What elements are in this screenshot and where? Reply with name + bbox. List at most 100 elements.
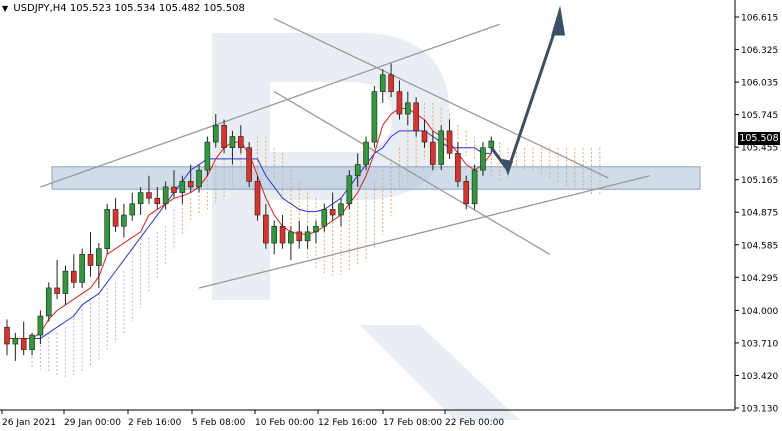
candle xyxy=(304,226,311,249)
x-tick-label: 17 Feb 08:00 xyxy=(383,418,442,428)
candle xyxy=(162,181,169,210)
candle xyxy=(279,215,286,249)
candle-body xyxy=(238,136,244,149)
candle xyxy=(221,119,227,154)
candle-body xyxy=(162,186,169,205)
y-tick-label: 105.745 xyxy=(741,111,778,121)
candle-body xyxy=(329,209,336,216)
candles xyxy=(4,63,495,361)
candle xyxy=(146,175,152,204)
candle-body xyxy=(471,169,478,205)
candle-body xyxy=(304,231,311,242)
ohlc-open: 105.523 xyxy=(69,3,112,14)
candle xyxy=(137,186,144,216)
candle xyxy=(54,259,60,300)
chart-header: ▼ USDJPY,H4 105.523 105.534 105.482 105.… xyxy=(2,3,245,14)
candle-body xyxy=(446,130,453,154)
candle-body xyxy=(71,270,77,283)
candle xyxy=(37,310,44,345)
candle xyxy=(179,175,186,204)
candle xyxy=(271,220,278,255)
candle xyxy=(329,192,336,221)
y-tick-label: 106.325 xyxy=(741,46,778,56)
candle xyxy=(421,119,428,148)
candle xyxy=(446,119,453,159)
y-tick-label: 104.295 xyxy=(741,274,778,284)
symbol-dropdown-icon[interactable]: ▼ xyxy=(2,4,9,13)
candle-body xyxy=(413,102,419,132)
x-tick-label: 12 Feb 16:00 xyxy=(318,418,377,428)
y-tick-label: 106.035 xyxy=(741,79,778,89)
candle-body xyxy=(4,326,10,345)
candle xyxy=(313,220,319,244)
candle-body xyxy=(204,141,211,171)
y-tick-label: 103.130 xyxy=(741,405,778,415)
y-tick-label: 103.420 xyxy=(741,372,778,382)
y-tick-label: 105.455 xyxy=(741,144,778,154)
candle xyxy=(404,91,411,126)
trend-line xyxy=(273,91,551,255)
candle-body xyxy=(430,141,436,165)
candle xyxy=(187,164,194,193)
ohlc-close: 105.508 xyxy=(203,3,245,14)
candle xyxy=(129,192,136,221)
candle xyxy=(438,125,445,171)
ohlc-high: 105.534 xyxy=(114,3,156,14)
candle xyxy=(212,114,219,148)
y-tick-label: 106.615 xyxy=(741,14,778,24)
candle xyxy=(296,220,303,249)
candle xyxy=(4,319,10,356)
candle-body xyxy=(463,181,470,205)
candle-body xyxy=(313,225,319,233)
x-tick-label: 26 Jan 2021 xyxy=(2,418,56,428)
candle xyxy=(413,97,419,137)
candle-body xyxy=(455,153,461,182)
candle xyxy=(463,175,470,210)
candle xyxy=(104,203,110,255)
support-zone xyxy=(51,166,701,190)
candle-body xyxy=(79,253,85,283)
candle-body xyxy=(246,147,252,182)
candle-body xyxy=(104,209,110,249)
trend-lines xyxy=(40,18,651,289)
candle-body xyxy=(263,214,269,244)
candle-body xyxy=(12,338,19,345)
candle-body xyxy=(488,140,495,149)
candle-body xyxy=(404,102,411,115)
candle-body xyxy=(288,231,294,244)
candle-body xyxy=(229,136,236,149)
y-tick-label: 104.000 xyxy=(741,307,778,317)
candle xyxy=(29,332,35,356)
candle xyxy=(455,142,461,187)
candle xyxy=(87,231,94,277)
x-tick-label: 5 Feb 08:00 xyxy=(192,418,246,428)
candle-body xyxy=(388,74,394,92)
candle xyxy=(71,254,77,288)
candle xyxy=(238,125,244,154)
candle-body xyxy=(379,74,386,92)
candle-body xyxy=(421,130,428,143)
candle xyxy=(396,80,403,120)
candle-body xyxy=(196,169,202,188)
candle-body xyxy=(121,214,127,227)
trend-line xyxy=(273,18,609,179)
candle-body xyxy=(129,203,136,216)
candle-body xyxy=(54,287,60,294)
candle xyxy=(371,86,378,148)
candle-body xyxy=(45,287,52,317)
candle-body xyxy=(338,203,344,216)
trend-line xyxy=(198,175,651,289)
candle-body xyxy=(296,231,303,242)
candle-body xyxy=(371,91,378,143)
candle xyxy=(229,130,236,165)
candle xyxy=(321,203,328,232)
candle-body xyxy=(137,192,144,205)
candle xyxy=(254,175,261,221)
candle-body xyxy=(171,186,177,193)
candle xyxy=(354,153,361,187)
forecast-arrow-head xyxy=(551,5,566,36)
x-tick-label: 10 Feb 00:00 xyxy=(255,418,314,428)
candle xyxy=(171,170,177,199)
